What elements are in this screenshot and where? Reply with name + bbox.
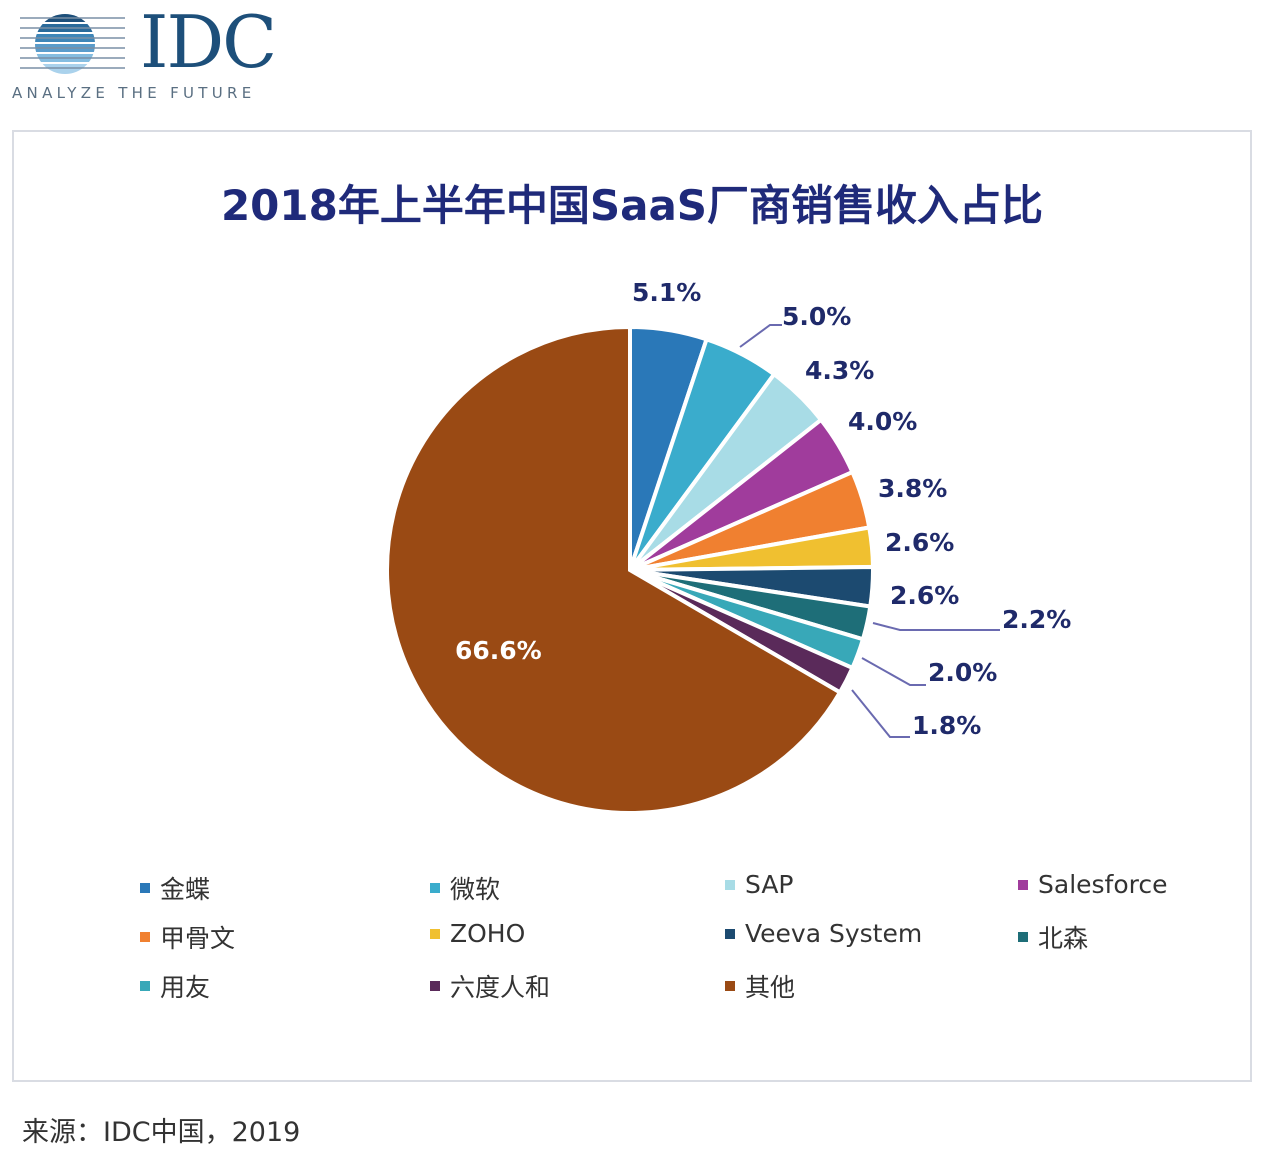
logo-text: IDC bbox=[140, 0, 277, 84]
data-label: 1.8% bbox=[912, 711, 982, 740]
legend-swatch bbox=[1018, 932, 1028, 942]
source-note: 来源：IDC中国，2019 bbox=[22, 1117, 301, 1148]
data-label: 66.6% bbox=[455, 636, 542, 665]
data-label: 2.6% bbox=[885, 528, 955, 557]
legend-item: 微软 bbox=[430, 870, 500, 906]
idc-logo: IDC ANALYZE THE FUTURE bbox=[10, 0, 290, 106]
logo-tagline: ANALYZE THE FUTURE bbox=[12, 84, 256, 102]
legend-swatch bbox=[140, 883, 150, 893]
idc-globe-icon bbox=[20, 14, 125, 74]
legend-swatch bbox=[430, 883, 440, 893]
legend-item: ZOHO bbox=[430, 919, 525, 948]
legend-swatch bbox=[140, 981, 150, 991]
legend-label: 金蝶 bbox=[160, 875, 211, 904]
legend-label: SAP bbox=[745, 870, 794, 899]
legend-label: 六度人和 bbox=[450, 973, 551, 1002]
data-label: 4.0% bbox=[848, 407, 918, 436]
chart-frame bbox=[12, 130, 1252, 1082]
legend-swatch bbox=[430, 981, 440, 991]
legend-item: 金蝶 bbox=[140, 870, 210, 906]
pie-slice-10 bbox=[385, 324, 843, 815]
legend-swatch bbox=[725, 981, 735, 991]
chart-title: 2018年上半年中国SaaS厂商销售收入占比 bbox=[220, 181, 1044, 230]
leader-line-8 bbox=[861, 657, 926, 686]
legend-label: 其他 bbox=[745, 973, 796, 1002]
data-label: 2.0% bbox=[928, 658, 998, 687]
legend-swatch bbox=[140, 932, 150, 942]
data-label: 5.0% bbox=[782, 302, 852, 331]
legend-swatch bbox=[430, 928, 440, 939]
leader-line-1 bbox=[739, 324, 782, 348]
legend-item: 其他 bbox=[725, 968, 795, 1004]
leader-line-7 bbox=[872, 622, 1000, 631]
legend-swatch bbox=[725, 879, 735, 890]
legend-label: 用友 bbox=[160, 973, 211, 1002]
legend-label: 北森 bbox=[1038, 924, 1089, 953]
data-label: 2.2% bbox=[1002, 605, 1072, 634]
legend-swatch bbox=[1018, 879, 1028, 890]
legend-label: Salesforce bbox=[1038, 870, 1168, 899]
leader-line-9 bbox=[851, 689, 910, 738]
legend-label: 甲骨文 bbox=[160, 924, 236, 953]
data-label: 4.3% bbox=[805, 356, 875, 385]
data-label: 3.8% bbox=[878, 474, 948, 503]
legend-item: 六度人和 bbox=[430, 968, 550, 1004]
data-label: 5.1% bbox=[632, 278, 702, 307]
legend-label: 微软 bbox=[450, 875, 501, 904]
legend-label: ZOHO bbox=[450, 919, 526, 948]
legend-swatch bbox=[725, 928, 735, 939]
legend-item: 甲骨文 bbox=[140, 919, 235, 955]
legend-item: Salesforce bbox=[1018, 870, 1168, 899]
legend-label: Veeva System bbox=[745, 919, 923, 948]
legend-item: SAP bbox=[725, 870, 794, 899]
data-label: 2.6% bbox=[890, 581, 960, 610]
legend-item: 用友 bbox=[140, 968, 210, 1004]
legend-item: Veeva System bbox=[725, 919, 922, 948]
legend-item: 北森 bbox=[1018, 919, 1088, 955]
